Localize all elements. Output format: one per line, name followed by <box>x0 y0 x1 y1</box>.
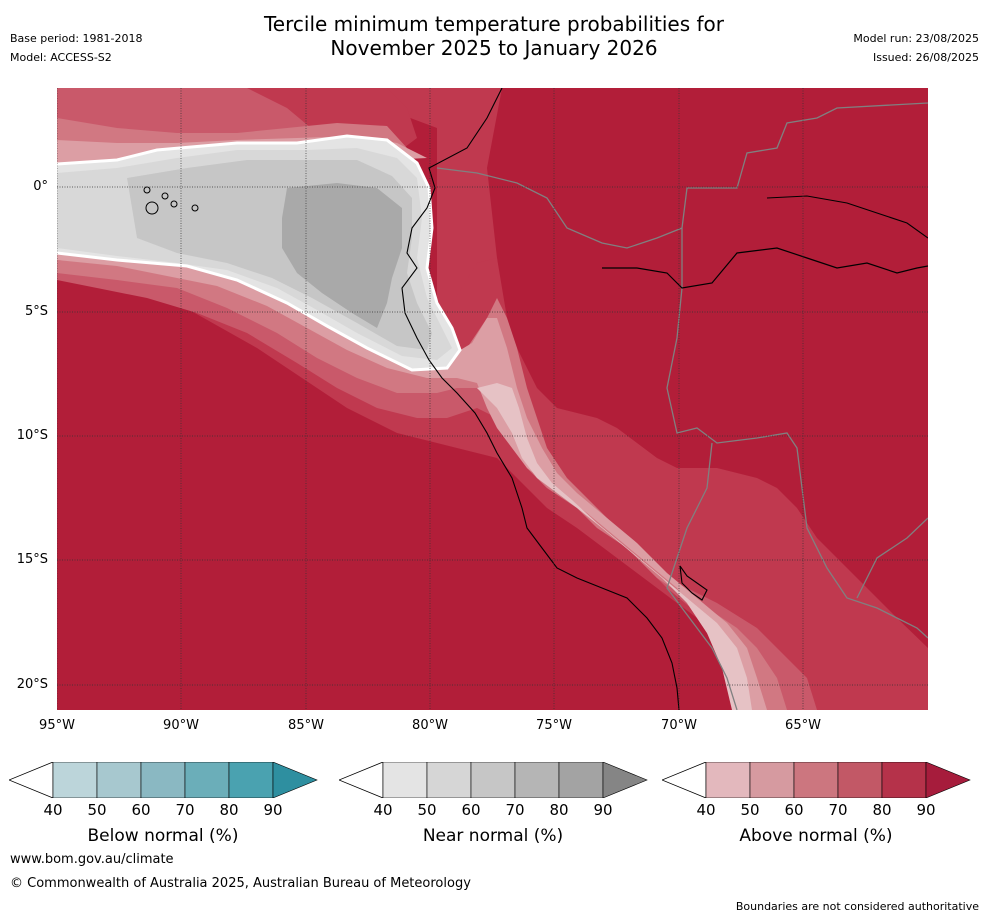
lon-label: 70°W <box>661 718 697 733</box>
colorbar-segment <box>96 762 142 798</box>
lat-label: 0° <box>33 179 48 194</box>
coastline <box>401 88 680 710</box>
lat-label: 15°S <box>16 552 48 567</box>
website-link[interactable]: www.bom.gov.au/climate <box>10 852 174 867</box>
colorbar-segment <box>602 762 648 798</box>
colorbar-segment <box>140 762 186 798</box>
boundary-disclaimer: Boundaries are not considered authoritat… <box>735 900 979 913</box>
cb-tick: 60 <box>131 801 151 819</box>
lon-label: 90°W <box>163 718 199 733</box>
cb-tick: 70 <box>505 801 525 819</box>
model-run-text: Model run: 23/08/2025 <box>853 32 979 45</box>
probability-map <box>57 88 928 710</box>
lon-label: 65°W <box>785 718 821 733</box>
cb-tick: 80 <box>219 801 239 819</box>
cb-tick: 70 <box>175 801 195 819</box>
cb-tick: 50 <box>740 801 760 819</box>
upper-river <box>766 195 928 239</box>
lake-titicaca <box>679 565 708 601</box>
cb-tick: 70 <box>828 801 848 819</box>
lat-label: 5°S <box>24 304 48 319</box>
cb-tick: 60 <box>461 801 481 819</box>
colorbar-above-label: Above normal (%) <box>739 826 893 846</box>
title-line-1: Tercile minimum temperature probabilitie… <box>263 12 725 36</box>
colorbar-segment <box>881 762 927 798</box>
cb-tick: 60 <box>784 801 804 819</box>
galapagos-island-2 <box>161 192 169 200</box>
colorbar-segment <box>184 762 230 798</box>
colorbar-segment <box>272 762 318 798</box>
above-80-region <box>57 88 928 418</box>
colorbar-segment <box>837 762 883 798</box>
galapagos-island-3 <box>170 200 178 208</box>
above-80-ocean-band <box>57 258 928 710</box>
lon-label: 85°W <box>288 718 324 733</box>
lat-label: 10°S <box>16 428 48 443</box>
country-borders <box>436 102 928 710</box>
cb-tick: 50 <box>417 801 437 819</box>
lon-label: 80°W <box>412 718 448 733</box>
galapagos-island-4 <box>191 204 199 212</box>
colorbar-segment <box>793 762 839 798</box>
lon-label: 95°W <box>39 718 75 733</box>
cb-tick: 90 <box>593 801 613 819</box>
cb-tick: 80 <box>872 801 892 819</box>
title-line-2: November 2025 to January 2026 <box>330 36 658 60</box>
lat-label: 20°S <box>16 677 48 692</box>
cb-tick: 90 <box>263 801 283 819</box>
cb-tick: 40 <box>696 801 716 819</box>
colorbar-segment <box>925 762 971 798</box>
cb-tick: 80 <box>549 801 569 819</box>
colorbar-above-normal <box>662 762 971 798</box>
colorbar-segment <box>228 762 274 798</box>
colorbar-near-label: Near normal (%) <box>422 826 564 846</box>
near-70-region <box>282 183 402 328</box>
colorbar-segment <box>382 762 428 798</box>
colorbar-below-normal <box>9 762 318 798</box>
colorbar-near-normal <box>339 762 648 798</box>
colorbar-below-label: Below normal (%) <box>87 826 239 846</box>
galapagos-island-1 <box>145 201 159 215</box>
colorbar-segment <box>470 762 516 798</box>
cb-tick: 90 <box>916 801 936 819</box>
colorbar-segment <box>749 762 795 798</box>
cb-tick: 50 <box>87 801 107 819</box>
colorbar-segment <box>426 762 472 798</box>
issued-text: Issued: 26/08/2025 <box>872 51 979 64</box>
page-title: Tercile minimum temperature probabilitie… <box>0 12 988 60</box>
lon-label: 75°W <box>536 718 572 733</box>
colorbar-segment <box>558 762 604 798</box>
above-40-band <box>477 383 752 710</box>
near-normal-boundary <box>57 134 462 372</box>
colorbar-segment <box>514 762 560 798</box>
cb-tick: 40 <box>373 801 393 819</box>
amazon-river <box>602 247 928 289</box>
colorbar-segment <box>705 762 751 798</box>
colorbar-segment <box>52 762 98 798</box>
graticule <box>57 88 928 710</box>
model-text: Model: ACCESS-S2 <box>10 51 112 64</box>
base-period-text: Base period: 1981-2018 <box>10 32 143 45</box>
copyright-text: © Commonwealth of Australia 2025, Austra… <box>10 876 471 891</box>
cb-tick: 40 <box>43 801 63 819</box>
